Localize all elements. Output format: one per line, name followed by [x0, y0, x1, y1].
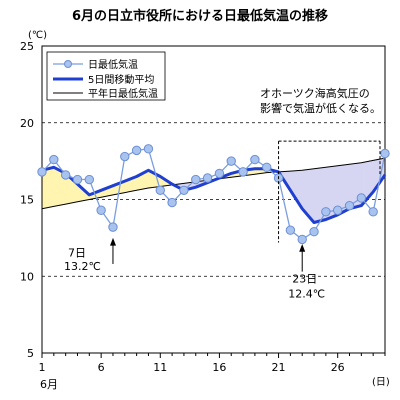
data-point: [96, 205, 106, 215]
data-point: [238, 167, 248, 177]
data-point: [332, 205, 343, 215]
data-point: [250, 154, 260, 165]
x-tick-label: 1: [39, 361, 46, 374]
data-point: [368, 207, 378, 217]
x-axis-month-label: 6月: [40, 378, 58, 391]
data-point: [167, 197, 177, 208]
data-point: [202, 173, 213, 183]
y-tick-label: 25: [20, 40, 34, 53]
x-axis-ticks: 1 6 11 16 21 26: [39, 353, 386, 374]
fill-below-normal: [290, 170, 303, 210]
legend-label-1: 日最低気温: [88, 58, 138, 71]
data-point: [380, 148, 390, 159]
series-group: [37, 144, 390, 245]
annotation-day23-value: 12.4℃: [288, 288, 325, 301]
annotation-day7-value: 13.2℃: [64, 260, 101, 273]
y-axis-ticks: 5 10 15 20 25: [20, 40, 34, 360]
y-tick-label: 15: [20, 194, 34, 207]
data-point: [285, 225, 296, 235]
data-point: [309, 227, 319, 237]
annotation-day23-date: 23日: [292, 272, 317, 285]
data-point: [49, 154, 59, 165]
plot-frame: [41, 45, 386, 354]
y-axis-unit: (℃): [28, 30, 47, 41]
y-tick-label: 10: [20, 270, 34, 283]
x-tick-label: 6: [98, 361, 105, 374]
data-point: [37, 167, 47, 177]
x-axis-unit: (日): [372, 377, 390, 388]
data-point: [84, 174, 95, 185]
data-point: [155, 185, 165, 195]
data-point: [60, 170, 71, 180]
annotation-day7-date: 7日: [68, 246, 86, 259]
data-point: [321, 207, 331, 217]
data-point: [191, 174, 201, 185]
legend-label-3: 平年日最低気温: [88, 87, 158, 100]
data-point: [214, 168, 225, 179]
data-point: [356, 193, 367, 203]
legend-box: [46, 51, 166, 101]
x-tick-label: 11: [153, 361, 167, 374]
data-point: [297, 234, 307, 245]
y-tick-label: 5: [27, 347, 34, 360]
data-point: [262, 162, 272, 172]
data-point: [72, 174, 83, 185]
annotation-okhotsk-line2: 影響で気温が低くなる。: [260, 101, 381, 115]
data-point: [131, 145, 142, 156]
data-point: [143, 144, 154, 154]
chart-title: 6月の日立市役所における日最低気温の推移: [72, 8, 328, 24]
bracket-annotation: [278, 140, 381, 243]
data-point: [120, 151, 130, 162]
legend-marker: [64, 60, 72, 68]
data-point: [179, 185, 189, 195]
arrow-day7-head: [110, 237, 116, 246]
y-tick-label: 20: [20, 117, 34, 130]
arrow-day23-head: [299, 244, 306, 252]
data-point: [108, 222, 118, 232]
x-tick-label: 26: [331, 361, 345, 374]
x-tick-label: 21: [272, 361, 286, 374]
series-line-2: [41, 165, 387, 224]
data-point: [344, 200, 355, 211]
data-point: [226, 156, 236, 166]
annotation-okhotsk-line1: オホーツク海高気圧の: [260, 86, 370, 100]
x-tick-label: 16: [212, 361, 226, 374]
legend-label-2: 5日間移動平均: [88, 73, 154, 86]
